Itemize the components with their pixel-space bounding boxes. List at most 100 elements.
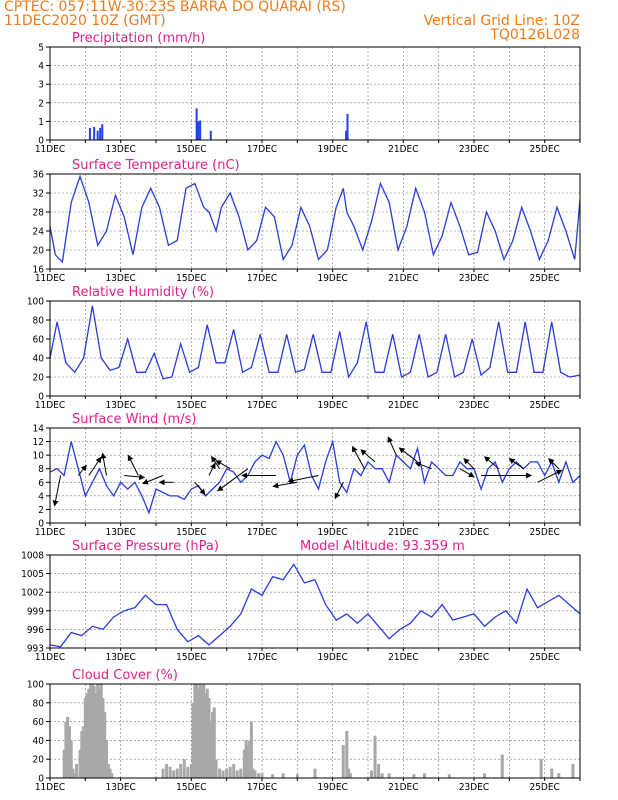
wind-vector — [208, 462, 216, 476]
wind-vector — [463, 458, 475, 470]
y-tick-label: 1008 — [21, 551, 44, 562]
cloud-bar — [205, 688, 209, 778]
wind-vector — [127, 454, 139, 476]
x-tick-label: 23DEC — [459, 400, 489, 411]
y-tick-label: 14 — [33, 424, 45, 435]
x-tick-label: 13DEC — [105, 652, 135, 663]
panel-frame — [49, 554, 581, 649]
cloud-bar — [200, 685, 204, 778]
y-tick-label: 2 — [38, 98, 44, 109]
cloud-bar — [341, 745, 345, 778]
cloud-bar — [373, 735, 377, 778]
cloud-bar — [69, 740, 73, 778]
x-tick-label: 13DEC — [105, 144, 135, 155]
cloud-bar — [232, 763, 236, 778]
cloud-bar — [202, 684, 206, 778]
panel-frame — [49, 300, 581, 397]
cloud-bar — [313, 768, 317, 778]
x-tick-label: 23DEC — [459, 527, 489, 538]
x-tick-label: 13DEC — [105, 400, 135, 411]
x-tick-label: 19DEC — [317, 652, 347, 663]
wind-vector — [142, 475, 164, 485]
precip-bar — [197, 121, 200, 140]
cloud-bar — [271, 774, 275, 778]
wind-vector — [334, 482, 344, 500]
cloud-bar — [212, 707, 216, 778]
cloud-bar — [87, 688, 91, 778]
cloud-bar — [186, 766, 190, 778]
cloud-bar — [209, 721, 213, 778]
x-tick-label: 17DEC — [247, 144, 277, 155]
cloud-bar — [348, 773, 352, 778]
cloud-bar — [423, 773, 427, 778]
cloud-bar — [377, 763, 381, 778]
y-tick-label: 1 — [38, 117, 44, 128]
wind-title: Surface Wind (m/s) — [72, 412, 196, 427]
x-tick-label: 23DEC — [459, 652, 489, 663]
panel-precipitation: 0 1 2 3 4 5 11DEC 13DEC 15DEC 17DEC 19DEC 21DEC 23DE… — [35, 31, 581, 155]
wind-vector — [272, 481, 298, 489]
cloud-bar — [198, 684, 202, 778]
x-tick-label: 11DEC — [35, 144, 65, 155]
x-tick-label: 13DEC — [105, 527, 135, 538]
cloud-bar — [221, 770, 225, 778]
x-tick-label: 17DEC — [247, 652, 277, 663]
precipitation-title: Precipitation (mm/h) — [72, 31, 205, 46]
x-tick-label: 21DEC — [388, 400, 418, 411]
y-tick-label: 12 — [33, 437, 44, 448]
x-tick-label: 21DEC — [388, 144, 418, 155]
cloud-bar — [242, 749, 246, 778]
precip-bar — [99, 127, 102, 140]
panel-cloud: 0 20 40 60 80 100 11DEC 13DEC 15DEC 17DEC 19DEC 21D… — [27, 668, 581, 793]
cloud-bar — [256, 773, 260, 778]
cloud-bar — [67, 726, 71, 778]
cloud-bar — [345, 731, 349, 778]
cloud-bar — [172, 770, 176, 778]
panel-frame — [49, 427, 581, 524]
x-tick-label: 15DEC — [176, 273, 206, 284]
wind-vector — [387, 436, 397, 456]
x-tick-label: 25DEC — [529, 400, 559, 411]
wind-vector — [483, 456, 500, 470]
x-tick-label: 21DEC — [388, 782, 418, 793]
precip-bar — [101, 124, 104, 140]
precip-bar — [93, 126, 96, 140]
cloud-bar — [249, 721, 253, 778]
panel-humidity: 0 20 40 60 80 100 11DEC 13DEC 15DEC 17DEC 19DEC 21D… — [27, 285, 581, 411]
temperature-series-line — [49, 174, 581, 264]
cloud-bar — [251, 768, 255, 778]
y-tick-label: 100 — [27, 297, 44, 308]
wind-vector — [194, 481, 206, 496]
y-tick-label: 60 — [33, 335, 45, 346]
cloud-bar — [161, 768, 165, 778]
cloud-bar — [248, 740, 252, 778]
cloud-bar — [214, 759, 218, 778]
wind-vector — [52, 475, 62, 507]
x-tick-label: 21DEC — [388, 273, 418, 284]
wind-vector — [398, 447, 418, 463]
x-tick-label: 15DEC — [176, 782, 206, 793]
x-tick-label: 25DEC — [529, 652, 559, 663]
x-tick-label: 19DEC — [317, 144, 347, 155]
cloud-bar — [96, 684, 100, 778]
x-tick-label: 15DEC — [176, 400, 206, 411]
cloud-bar — [539, 759, 543, 778]
y-tick-label: 2 — [38, 505, 44, 516]
run-date-header: 11DEC2020 10Z (GMT) — [4, 13, 166, 29]
y-tick-label: 16 — [33, 265, 45, 276]
x-tick-label: 19DEC — [317, 400, 347, 411]
y-tick-label: 0 — [38, 774, 44, 785]
cloud-bar — [571, 763, 575, 778]
wind-vector — [100, 452, 108, 476]
cloud-bar — [228, 766, 232, 778]
y-tick-label: 996 — [27, 625, 44, 636]
y-tick-label: 5 — [38, 43, 44, 54]
cloud-bar — [103, 712, 107, 778]
precip-bar — [346, 113, 349, 140]
wind-vector — [414, 461, 432, 470]
cloud-bar — [90, 684, 94, 778]
x-tick-label: 19DEC — [317, 782, 347, 793]
wind-vector — [508, 458, 524, 470]
cloud-bar — [347, 768, 351, 778]
